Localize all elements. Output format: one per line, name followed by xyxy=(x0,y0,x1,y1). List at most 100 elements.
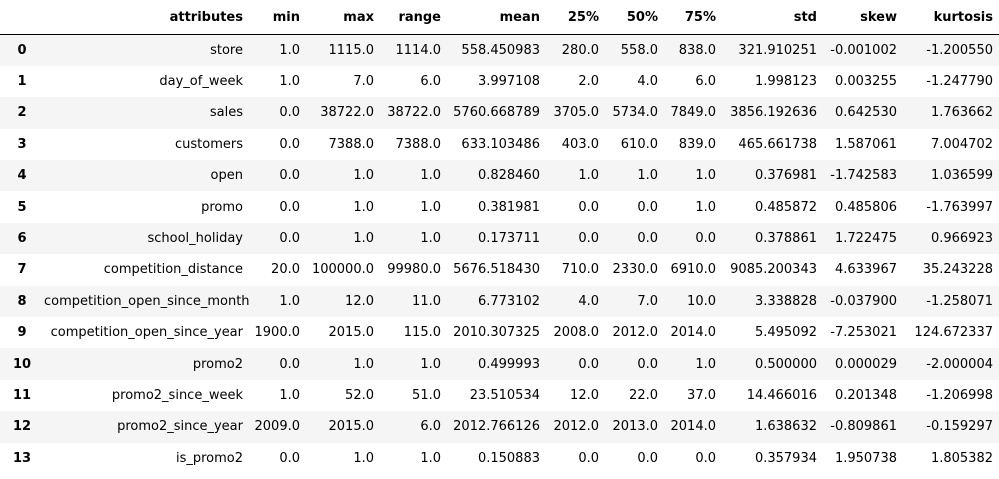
table-row: 2 sales 0.0 38722.0 38722.0 5760.668789 3705.0… xyxy=(0,97,999,129)
cell-min: 0.0 xyxy=(279,136,300,152)
cell-skew: -0.037900 xyxy=(830,293,897,309)
cell-kurtosis: -1.206998 xyxy=(926,387,993,403)
cell-kurtosis: -1.258071 xyxy=(926,293,993,309)
cell-p50: 2013.0 xyxy=(612,419,659,435)
cell-p75: 1.0 xyxy=(695,168,716,184)
table-row: 0 store 1.0 1115.0 1114.0 558.450983 280.0 558.… xyxy=(0,34,999,66)
cell-min: 2009.0 xyxy=(254,419,301,435)
cell-std: 14.466016 xyxy=(746,387,817,403)
cell-std: 0.357934 xyxy=(754,450,817,466)
cell-p50: 0.0 xyxy=(637,199,658,215)
cell-attributes: school_holiday xyxy=(147,231,243,247)
cell-min: 0.0 xyxy=(279,450,300,466)
cell-range: 6.0 xyxy=(420,419,441,435)
cell-p50: 1.0 xyxy=(637,168,658,184)
cell-skew: 0.642530 xyxy=(834,105,897,121)
cell-std: 0.500000 xyxy=(754,356,817,372)
column-header-max: max xyxy=(306,0,380,35)
cell-max: 52.0 xyxy=(345,387,374,403)
cell-min: 0.0 xyxy=(279,231,300,247)
cell-range: 51.0 xyxy=(412,387,441,403)
cell-std: 0.376981 xyxy=(754,168,817,184)
cell-mean: 3.997108 xyxy=(477,74,540,90)
cell-p50: 0.0 xyxy=(637,450,658,466)
cell-range: 6.0 xyxy=(420,74,441,90)
table-row: 10 promo2 0.0 1.0 1.0 0.499993 0.0 0.0 1.0 0.5000… xyxy=(0,348,999,380)
cell-max: 1.0 xyxy=(353,231,374,247)
cell-p75: 6.0 xyxy=(695,74,716,90)
cell-mean: 0.173711 xyxy=(477,231,540,247)
cell-skew: 0.485806 xyxy=(834,199,897,215)
cell-std: 0.378861 xyxy=(754,231,817,247)
table-header: attributes min max range mean 25% 50% 75… xyxy=(0,0,999,35)
cell-max: 7.0 xyxy=(353,74,374,90)
column-header-p50: 50% xyxy=(605,0,664,35)
column-header-kurtosis: kurtosis xyxy=(903,0,999,35)
cell-range: 1.0 xyxy=(420,231,441,247)
cell-range: 1.0 xyxy=(420,450,441,466)
row-index: 8 xyxy=(17,293,27,309)
table-row: 1 day_of_week 1.0 7.0 6.0 3.997108 2.0 4.0 6.0 1.… xyxy=(0,65,999,98)
row-index: 11 xyxy=(12,387,32,403)
column-header-p25: 25% xyxy=(546,0,605,35)
cell-skew: -1.742583 xyxy=(830,168,897,184)
cell-attributes: sales xyxy=(209,105,243,121)
row-index: 10 xyxy=(12,356,32,372)
row-index: 2 xyxy=(17,105,27,121)
cell-max: 1.0 xyxy=(353,450,374,466)
cell-min: 0.0 xyxy=(279,356,300,372)
cell-range: 11.0 xyxy=(412,293,441,309)
cell-kurtosis: 0.966923 xyxy=(930,231,993,247)
cell-min: 1.0 xyxy=(279,293,300,309)
cell-skew: 1.950738 xyxy=(834,450,897,466)
cell-range: 1114.0 xyxy=(395,42,442,58)
cell-p25: 12.0 xyxy=(570,387,599,403)
cell-kurtosis: 7.004702 xyxy=(930,136,993,152)
column-header-min: min xyxy=(249,0,306,35)
cell-max: 7388.0 xyxy=(328,136,375,152)
cell-skew: 0.201348 xyxy=(834,387,897,403)
cell-min: 1.0 xyxy=(279,387,300,403)
cell-std: 465.661738 xyxy=(738,136,817,152)
cell-kurtosis: -1.763997 xyxy=(926,199,993,215)
cell-mean: 558.450983 xyxy=(461,42,540,58)
row-index: 12 xyxy=(12,419,32,435)
cell-std: 0.485872 xyxy=(754,199,817,215)
cell-attributes: customers xyxy=(175,136,243,152)
cell-std: 5.495092 xyxy=(754,325,817,341)
cell-p75: 2014.0 xyxy=(670,325,717,341)
cell-p75: 1.0 xyxy=(695,199,716,215)
cell-mean: 2010.307325 xyxy=(453,325,540,341)
cell-max: 1.0 xyxy=(353,199,374,215)
row-index: 7 xyxy=(17,262,27,278)
column-header-std: std xyxy=(722,0,823,35)
cell-p75: 37.0 xyxy=(687,387,716,403)
column-header-attributes: attributes xyxy=(44,0,249,35)
cell-kurtosis: -1.247790 xyxy=(926,74,993,90)
cell-p75: 1.0 xyxy=(695,356,716,372)
cell-range: 99980.0 xyxy=(387,262,441,278)
cell-p50: 7.0 xyxy=(637,293,658,309)
table-row: 9 competition_open_since_year 1900.0 2015.0… xyxy=(0,317,999,349)
cell-skew: -0.809861 xyxy=(830,419,897,435)
row-index: 1 xyxy=(17,74,27,90)
cell-std: 3856.192636 xyxy=(730,105,817,121)
cell-p25: 2012.0 xyxy=(553,419,600,435)
cell-p75: 0.0 xyxy=(695,450,716,466)
cell-attributes: promo2 xyxy=(192,356,243,372)
cell-attributes: promo2_since_year xyxy=(117,419,243,435)
cell-mean: 633.103486 xyxy=(461,136,540,152)
cell-skew: 1.587061 xyxy=(834,136,897,152)
cell-p50: 610.0 xyxy=(620,136,658,152)
table-row: 13 is_promo2 0.0 1.0 1.0 0.150883 0.0 0.0 0.0 0.3… xyxy=(0,442,999,474)
cell-p50: 558.0 xyxy=(620,42,658,58)
cell-p75: 7849.0 xyxy=(670,105,717,121)
row-index: 9 xyxy=(17,325,27,341)
cell-attributes: competition_open_since_month xyxy=(44,293,250,309)
cell-mean: 2012.766126 xyxy=(453,419,540,435)
cell-mean: 6.773102 xyxy=(477,293,540,309)
cell-min: 1900.0 xyxy=(254,325,301,341)
cell-attributes: open xyxy=(210,168,243,184)
column-header-p75: 75% xyxy=(664,0,722,35)
